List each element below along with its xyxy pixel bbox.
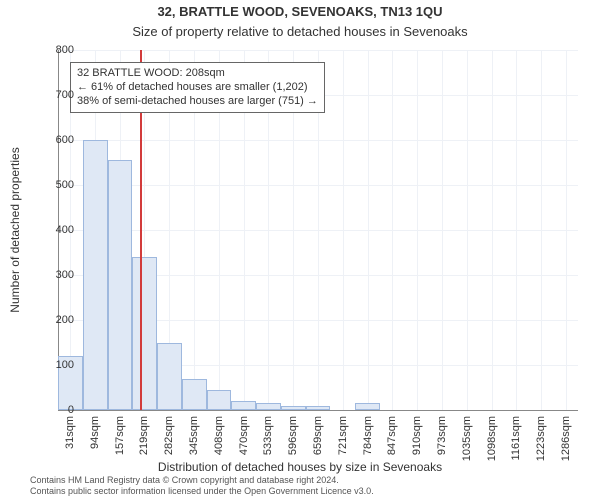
gridline-v — [467, 50, 468, 410]
y-tick-label: 500 — [34, 179, 74, 191]
y-axis-label: Number of detached properties — [8, 147, 22, 312]
annotation-box: 32 BRATTLE WOOD: 208sqm← 61% of detached… — [70, 62, 325, 113]
x-tick-label: 847sqm — [386, 416, 398, 455]
y-tick-label: 400 — [34, 224, 74, 236]
x-tick-label: 596sqm — [287, 416, 299, 455]
x-tick-label: 1161sqm — [510, 416, 522, 460]
annotation-line: 38% of semi-detached houses are larger (… — [77, 95, 318, 109]
annotation-line: 32 BRATTLE WOOD: 208sqm — [77, 67, 318, 81]
histogram-bar — [108, 160, 133, 410]
histogram-bar — [132, 257, 157, 410]
histogram-bar — [157, 343, 182, 411]
histogram-bar — [281, 406, 306, 411]
histogram-bar — [182, 379, 207, 411]
x-tick-label: 282sqm — [163, 416, 175, 455]
x-tick-label: 1286sqm — [560, 416, 572, 461]
x-tick-label: 345sqm — [188, 416, 200, 455]
gridline-v — [566, 50, 567, 410]
x-tick-label: 784sqm — [362, 416, 374, 455]
histogram-bar — [231, 401, 256, 410]
y-tick-label: 200 — [34, 314, 74, 326]
x-tick-label: 94sqm — [89, 416, 101, 449]
x-axis-label: Distribution of detached houses by size … — [0, 460, 600, 474]
figure-root: 32, BRATTLE WOOD, SEVENOAKS, TN13 1QU Si… — [0, 0, 600, 500]
x-tick-label: 659sqm — [312, 416, 324, 455]
gridline-v — [442, 50, 443, 410]
y-tick-label: 300 — [34, 269, 74, 281]
histogram-bar — [256, 403, 281, 410]
gridline-v — [516, 50, 517, 410]
gridline-v — [392, 50, 393, 410]
gridline-v — [343, 50, 344, 410]
attribution-line2: Contains public sector information licen… — [30, 486, 594, 496]
x-tick-label: 31sqm — [64, 416, 76, 449]
annotation-line: ← 61% of detached houses are smaller (1,… — [77, 81, 318, 95]
y-tick-label: 800 — [34, 44, 74, 56]
x-tick-label: 973sqm — [436, 416, 448, 455]
x-tick-label: 470sqm — [238, 416, 250, 455]
plot-area: 32 BRATTLE WOOD: 208sqm← 61% of detached… — [58, 50, 578, 410]
x-tick-label: 1223sqm — [535, 416, 547, 461]
y-tick-label: 0 — [34, 404, 74, 416]
attribution-block: Contains HM Land Registry data © Crown c… — [30, 475, 594, 496]
histogram-bar — [83, 140, 108, 410]
gridline-v — [492, 50, 493, 410]
x-tick-label: 1098sqm — [486, 416, 498, 461]
gridline-v — [541, 50, 542, 410]
x-tick-label: 910sqm — [411, 416, 423, 455]
x-tick-label: 1035sqm — [461, 416, 473, 461]
histogram-bar — [306, 406, 331, 411]
attribution-line1: Contains HM Land Registry data © Crown c… — [30, 475, 594, 485]
x-axis-line — [58, 410, 578, 411]
x-tick-label: 157sqm — [114, 416, 126, 455]
x-tick-label: 219sqm — [138, 416, 150, 455]
histogram-bar — [355, 403, 380, 410]
figure-title-line1: 32, BRATTLE WOOD, SEVENOAKS, TN13 1QU — [0, 4, 600, 19]
x-tick-label: 408sqm — [213, 416, 225, 455]
x-tick-label: 721sqm — [337, 416, 349, 455]
x-tick-label: 533sqm — [262, 416, 274, 455]
y-tick-label: 600 — [34, 134, 74, 146]
y-tick-label: 100 — [34, 359, 74, 371]
histogram-bar — [207, 390, 232, 410]
gridline-v — [417, 50, 418, 410]
gridline-v — [368, 50, 369, 410]
y-tick-label: 700 — [34, 89, 74, 101]
figure-title-line2: Size of property relative to detached ho… — [0, 24, 600, 39]
